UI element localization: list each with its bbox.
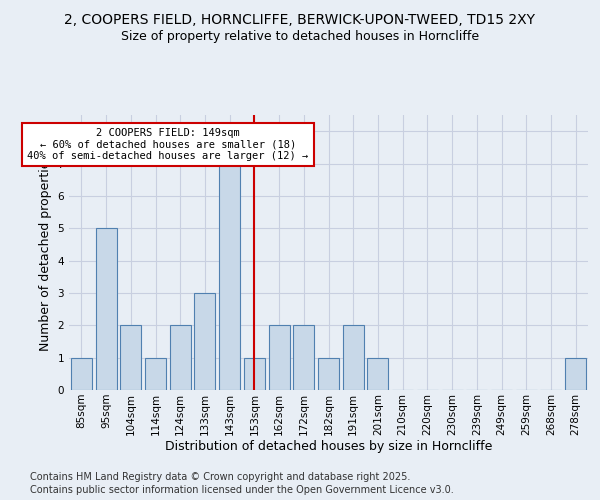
Text: 2 COOPERS FIELD: 149sqm
← 60% of detached houses are smaller (18)
40% of semi-de: 2 COOPERS FIELD: 149sqm ← 60% of detache… [27, 128, 308, 161]
Text: Contains HM Land Registry data © Crown copyright and database right 2025.: Contains HM Land Registry data © Crown c… [30, 472, 410, 482]
Bar [71, 358, 92, 390]
Bar [219, 164, 240, 390]
Bar [343, 326, 364, 390]
Bar [565, 358, 586, 390]
Bar [194, 293, 215, 390]
Bar [244, 358, 265, 390]
Text: Size of property relative to detached houses in Horncliffe: Size of property relative to detached ho… [121, 30, 479, 43]
Bar [170, 326, 191, 390]
Text: Contains public sector information licensed under the Open Government Licence v3: Contains public sector information licen… [30, 485, 454, 495]
Bar [95, 228, 116, 390]
Y-axis label: Number of detached properties: Number of detached properties [39, 154, 52, 351]
Bar [318, 358, 339, 390]
Bar [120, 326, 141, 390]
Bar [367, 358, 388, 390]
Bar [269, 326, 290, 390]
X-axis label: Distribution of detached houses by size in Horncliffe: Distribution of detached houses by size … [165, 440, 492, 454]
Bar [293, 326, 314, 390]
Bar [145, 358, 166, 390]
Text: 2, COOPERS FIELD, HORNCLIFFE, BERWICK-UPON-TWEED, TD15 2XY: 2, COOPERS FIELD, HORNCLIFFE, BERWICK-UP… [65, 12, 536, 26]
